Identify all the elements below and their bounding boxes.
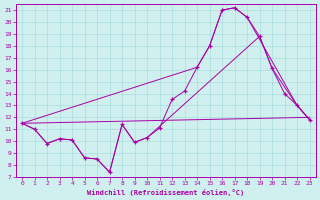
- X-axis label: Windchill (Refroidissement éolien,°C): Windchill (Refroidissement éolien,°C): [87, 189, 244, 196]
